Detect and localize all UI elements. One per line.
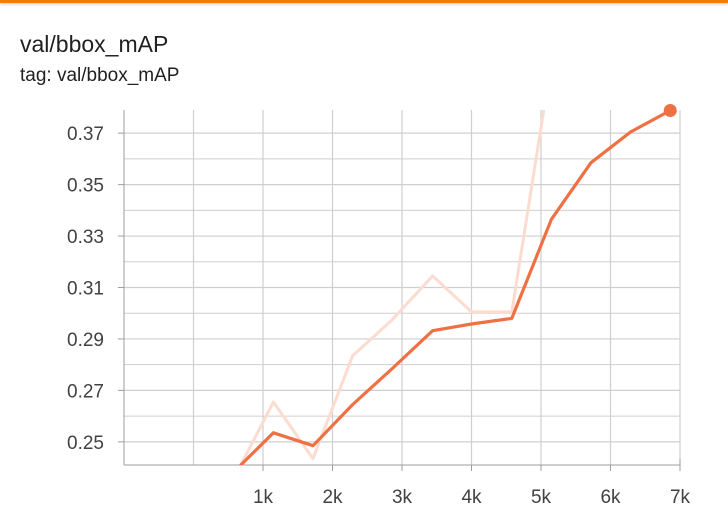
- y-tick-label: 0.25: [67, 433, 104, 454]
- y-tick-label: 0.31: [67, 279, 104, 300]
- x-tick-label: 6k: [600, 487, 621, 508]
- tick-labels: 0.25 0.27 0.29 0.31 0.33 0.35 0.37 1k 2k 3k 4k 5k 6k…: [67, 124, 691, 508]
- x-tick-label: 7k: [670, 487, 691, 508]
- card-tag: tag: val/bbox_mAP: [20, 65, 180, 86]
- y-tick-label: 0.29: [67, 330, 104, 351]
- axes: [118, 110, 681, 471]
- x-tick-label: 5k: [531, 487, 552, 508]
- series-end-marker: [663, 104, 677, 118]
- y-tick-label: 0.27: [67, 381, 104, 402]
- y-tick-label: 0.37: [67, 124, 104, 145]
- accent-top-bar: [0, 0, 728, 3]
- x-tick-label: 2k: [322, 487, 343, 508]
- y-tick-label: 0.33: [67, 227, 104, 248]
- grid: [124, 110, 681, 465]
- x-tick-label: 3k: [392, 487, 413, 508]
- card-title: val/bbox_mAP: [20, 31, 169, 57]
- y-tick-label: 0.35: [67, 176, 104, 197]
- smoothed-series-line: [239, 110, 672, 465]
- raw-series-line: [239, 110, 546, 465]
- x-tick-label: 4k: [461, 487, 482, 508]
- x-tick-label: 1k: [253, 487, 274, 508]
- series: [239, 104, 677, 465]
